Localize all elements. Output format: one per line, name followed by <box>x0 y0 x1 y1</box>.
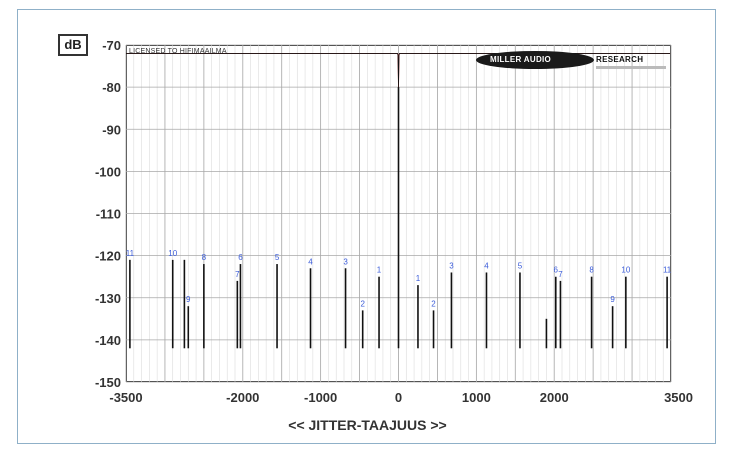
y-tick-label: -140 <box>95 333 121 348</box>
sideband-label: 7 <box>235 270 240 279</box>
sideband-label: 1 <box>377 266 382 275</box>
brand-logo: MILLER AUDIO RESEARCH <box>476 49 672 75</box>
sideband-label: 7 <box>558 270 563 279</box>
sideband-label: 3 <box>343 257 348 266</box>
y-tick-label: -70 <box>102 38 121 53</box>
logo-text-part1: MILLER AUDIO <box>490 55 552 64</box>
logo-subline <box>596 66 666 69</box>
x-tick-label: -1000 <box>304 390 337 405</box>
y-tick-label: -150 <box>95 375 121 390</box>
sideband-label: 10 <box>621 266 630 275</box>
spectrum-traces <box>126 52 671 349</box>
sideband-label: 8 <box>589 266 594 275</box>
sideband-label: 11 <box>126 249 135 258</box>
y-tick-label: -100 <box>95 164 121 179</box>
x-axis-label: << JITTER-TAAJUUS >> <box>288 417 447 433</box>
y-tick-label: -130 <box>95 291 121 306</box>
y-tick-label: -120 <box>95 249 121 264</box>
logo-oval-shape <box>476 51 594 69</box>
sideband-label: 9 <box>186 295 191 304</box>
sideband-label: 5 <box>275 253 280 262</box>
logo-text-part2: RESEARCH <box>596 55 644 64</box>
y-tick-label: -110 <box>96 207 121 222</box>
sideband-label: 11 <box>663 266 672 275</box>
x-tick-label: 2000 <box>540 390 569 405</box>
x-tick-label: 3500 <box>664 390 693 405</box>
sideband-label: 6 <box>554 266 559 275</box>
y-tick-labels: -70 -80 -90 -100 -110 -120 -130 -140 -150 <box>95 38 121 390</box>
unit-label: dB <box>58 34 88 56</box>
sideband-label: 2 <box>360 299 365 308</box>
license-text: LICENSED TO HIFIMAAILMA <box>129 48 227 55</box>
sideband-label: 4 <box>308 257 313 266</box>
x-tick-labels: -3500 -2000 -1000 0 1000 2000 3500 <box>109 390 693 405</box>
sideband-label: 2 <box>431 299 436 308</box>
sideband-label: 10 <box>168 249 177 258</box>
sideband-label: 5 <box>518 261 523 270</box>
sideband-label: 1 <box>416 274 421 283</box>
y-tick-label: -90 <box>102 122 121 137</box>
x-tick-label: 0 <box>395 390 402 405</box>
x-tick-label: 1000 <box>462 390 491 405</box>
sideband-label: 8 <box>202 253 207 262</box>
x-tick-label: -2000 <box>226 390 259 405</box>
sideband-label: 6 <box>238 253 243 262</box>
sideband-label: 4 <box>484 261 489 270</box>
y-tick-label: -80 <box>102 80 121 95</box>
sideband-label: 3 <box>449 261 454 270</box>
sideband-label: 9 <box>610 295 615 304</box>
x-tick-label: -3500 <box>109 390 142 405</box>
